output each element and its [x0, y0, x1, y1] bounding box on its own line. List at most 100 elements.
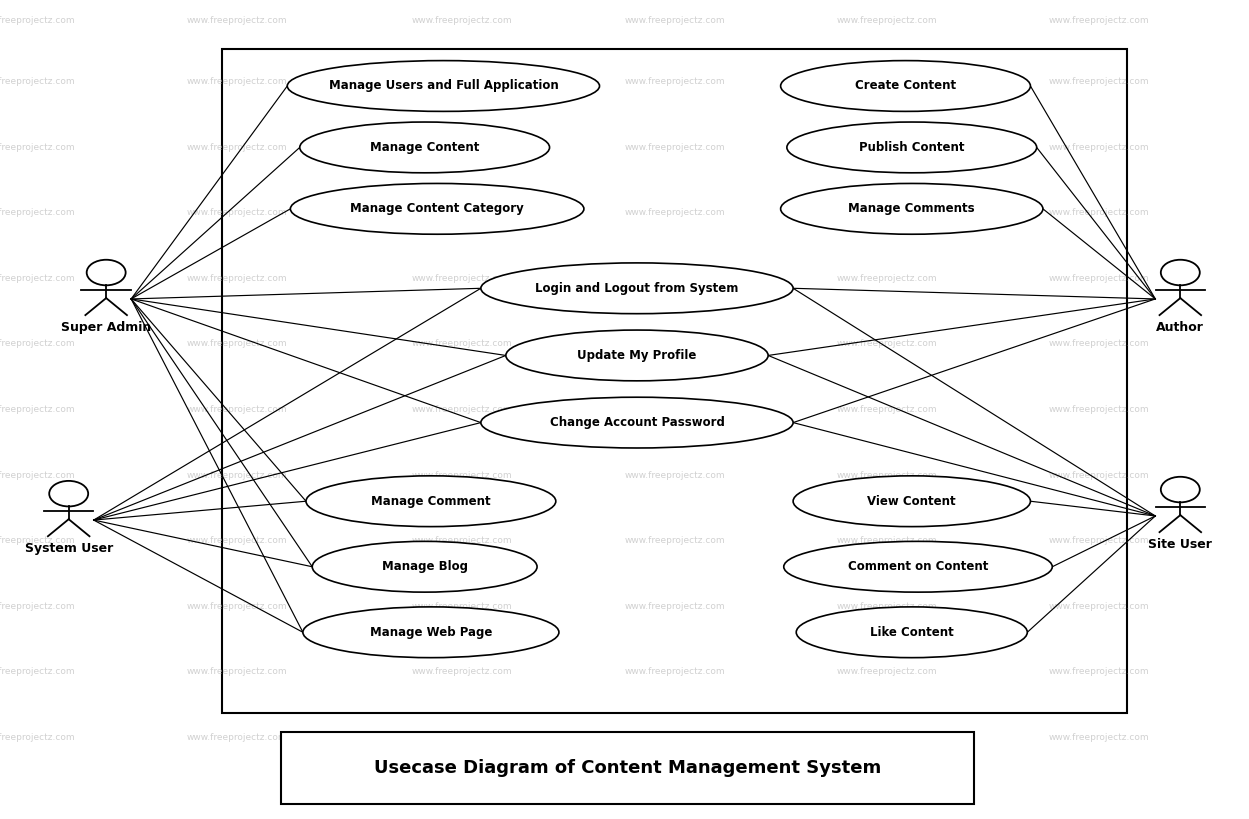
- Text: www.freeprojectz.com: www.freeprojectz.com: [412, 78, 512, 86]
- Text: Manage Content: Manage Content: [370, 141, 480, 154]
- Text: www.freeprojectz.com: www.freeprojectz.com: [1049, 405, 1149, 414]
- Text: Manage Content Category: Manage Content Category: [350, 202, 525, 215]
- Text: www.freeprojectz.com: www.freeprojectz.com: [0, 274, 75, 283]
- Text: www.freeprojectz.com: www.freeprojectz.com: [1049, 16, 1149, 25]
- Text: www.freeprojectz.com: www.freeprojectz.com: [624, 274, 724, 283]
- Text: www.freeprojectz.com: www.freeprojectz.com: [624, 536, 724, 545]
- Text: www.freeprojectz.com: www.freeprojectz.com: [187, 733, 287, 741]
- Text: www.freeprojectz.com: www.freeprojectz.com: [0, 16, 75, 25]
- FancyBboxPatch shape: [281, 732, 974, 804]
- Text: Site User: Site User: [1148, 538, 1213, 551]
- Text: www.freeprojectz.com: www.freeprojectz.com: [1049, 78, 1149, 86]
- Text: www.freeprojectz.com: www.freeprojectz.com: [187, 667, 287, 676]
- Ellipse shape: [312, 541, 537, 592]
- Text: www.freeprojectz.com: www.freeprojectz.com: [412, 471, 512, 479]
- Text: www.freeprojectz.com: www.freeprojectz.com: [187, 471, 287, 479]
- Text: Manage Blog: Manage Blog: [382, 560, 467, 573]
- Text: www.freeprojectz.com: www.freeprojectz.com: [412, 405, 512, 414]
- Text: www.freeprojectz.com: www.freeprojectz.com: [187, 78, 287, 86]
- Text: www.freeprojectz.com: www.freeprojectz.com: [1049, 471, 1149, 479]
- Ellipse shape: [797, 607, 1027, 658]
- Text: www.freeprojectz.com: www.freeprojectz.com: [0, 405, 75, 414]
- Text: www.freeprojectz.com: www.freeprojectz.com: [187, 536, 287, 545]
- Text: www.freeprojectz.com: www.freeprojectz.com: [624, 209, 724, 217]
- Text: www.freeprojectz.com: www.freeprojectz.com: [1049, 274, 1149, 283]
- Text: www.freeprojectz.com: www.freeprojectz.com: [412, 16, 512, 25]
- Text: www.freeprojectz.com: www.freeprojectz.com: [0, 733, 75, 741]
- Text: Comment on Content: Comment on Content: [848, 560, 988, 573]
- Ellipse shape: [784, 541, 1052, 592]
- Ellipse shape: [781, 61, 1030, 111]
- Text: www.freeprojectz.com: www.freeprojectz.com: [0, 471, 75, 479]
- Text: www.freeprojectz.com: www.freeprojectz.com: [837, 143, 937, 152]
- Text: Create Content: Create Content: [856, 79, 955, 93]
- Ellipse shape: [506, 330, 768, 381]
- Text: www.freeprojectz.com: www.freeprojectz.com: [837, 16, 937, 25]
- Text: www.freeprojectz.com: www.freeprojectz.com: [837, 471, 937, 479]
- Text: www.freeprojectz.com: www.freeprojectz.com: [412, 209, 512, 217]
- Text: Change Account Password: Change Account Password: [550, 416, 724, 429]
- Text: www.freeprojectz.com: www.freeprojectz.com: [624, 602, 724, 610]
- Text: www.freeprojectz.com: www.freeprojectz.com: [0, 602, 75, 610]
- Ellipse shape: [787, 122, 1037, 173]
- Text: www.freeprojectz.com: www.freeprojectz.com: [624, 143, 724, 152]
- Text: www.freeprojectz.com: www.freeprojectz.com: [1049, 536, 1149, 545]
- Text: www.freeprojectz.com: www.freeprojectz.com: [624, 340, 724, 348]
- Text: www.freeprojectz.com: www.freeprojectz.com: [624, 733, 724, 741]
- Ellipse shape: [793, 476, 1030, 527]
- Text: System User: System User: [25, 542, 112, 555]
- Text: www.freeprojectz.com: www.freeprojectz.com: [837, 602, 937, 610]
- Text: www.freeprojectz.com: www.freeprojectz.com: [1049, 733, 1149, 741]
- Text: www.freeprojectz.com: www.freeprojectz.com: [624, 405, 724, 414]
- Text: Manage Users and Full Application: Manage Users and Full Application: [328, 79, 558, 93]
- Ellipse shape: [287, 61, 600, 111]
- Text: Usecase Diagram of Content Management System: Usecase Diagram of Content Management Sy…: [373, 759, 882, 777]
- Ellipse shape: [481, 263, 793, 314]
- Text: www.freeprojectz.com: www.freeprojectz.com: [0, 209, 75, 217]
- Text: www.freeprojectz.com: www.freeprojectz.com: [412, 274, 512, 283]
- Text: www.freeprojectz.com: www.freeprojectz.com: [837, 667, 937, 676]
- Text: www.freeprojectz.com: www.freeprojectz.com: [837, 274, 937, 283]
- Text: www.freeprojectz.com: www.freeprojectz.com: [412, 536, 512, 545]
- Text: www.freeprojectz.com: www.freeprojectz.com: [0, 536, 75, 545]
- Text: www.freeprojectz.com: www.freeprojectz.com: [837, 78, 937, 86]
- FancyBboxPatch shape: [222, 49, 1127, 713]
- Text: www.freeprojectz.com: www.freeprojectz.com: [624, 16, 724, 25]
- Ellipse shape: [781, 183, 1043, 234]
- Text: www.freeprojectz.com: www.freeprojectz.com: [1049, 143, 1149, 152]
- Text: Login and Logout from System: Login and Logout from System: [536, 282, 738, 295]
- Text: www.freeprojectz.com: www.freeprojectz.com: [837, 405, 937, 414]
- Text: www.freeprojectz.com: www.freeprojectz.com: [1049, 340, 1149, 348]
- Text: www.freeprojectz.com: www.freeprojectz.com: [837, 536, 937, 545]
- Text: www.freeprojectz.com: www.freeprojectz.com: [412, 340, 512, 348]
- Text: www.freeprojectz.com: www.freeprojectz.com: [624, 78, 724, 86]
- Text: www.freeprojectz.com: www.freeprojectz.com: [187, 340, 287, 348]
- Text: www.freeprojectz.com: www.freeprojectz.com: [412, 143, 512, 152]
- Text: Manage Comments: Manage Comments: [848, 202, 975, 215]
- Text: www.freeprojectz.com: www.freeprojectz.com: [1049, 667, 1149, 676]
- Text: www.freeprojectz.com: www.freeprojectz.com: [624, 471, 724, 479]
- Text: www.freeprojectz.com: www.freeprojectz.com: [0, 667, 75, 676]
- Ellipse shape: [481, 397, 793, 448]
- Text: Author: Author: [1157, 321, 1204, 334]
- Text: Publish Content: Publish Content: [859, 141, 964, 154]
- Text: Super Admin: Super Admin: [61, 321, 151, 334]
- Text: www.freeprojectz.com: www.freeprojectz.com: [187, 405, 287, 414]
- Text: www.freeprojectz.com: www.freeprojectz.com: [187, 274, 287, 283]
- Text: www.freeprojectz.com: www.freeprojectz.com: [0, 143, 75, 152]
- Text: www.freeprojectz.com: www.freeprojectz.com: [412, 667, 512, 676]
- Text: www.freeprojectz.com: www.freeprojectz.com: [187, 143, 287, 152]
- Ellipse shape: [290, 183, 583, 234]
- Text: www.freeprojectz.com: www.freeprojectz.com: [187, 16, 287, 25]
- Text: www.freeprojectz.com: www.freeprojectz.com: [412, 602, 512, 610]
- Text: Like Content: Like Content: [869, 626, 954, 639]
- Ellipse shape: [302, 607, 558, 658]
- Text: www.freeprojectz.com: www.freeprojectz.com: [624, 667, 724, 676]
- Text: www.freeprojectz.com: www.freeprojectz.com: [837, 733, 937, 741]
- Text: www.freeprojectz.com: www.freeprojectz.com: [187, 602, 287, 610]
- Text: www.freeprojectz.com: www.freeprojectz.com: [0, 78, 75, 86]
- Text: Update My Profile: Update My Profile: [577, 349, 697, 362]
- Ellipse shape: [306, 476, 556, 527]
- Text: www.freeprojectz.com: www.freeprojectz.com: [837, 340, 937, 348]
- Text: Manage Web Page: Manage Web Page: [370, 626, 492, 639]
